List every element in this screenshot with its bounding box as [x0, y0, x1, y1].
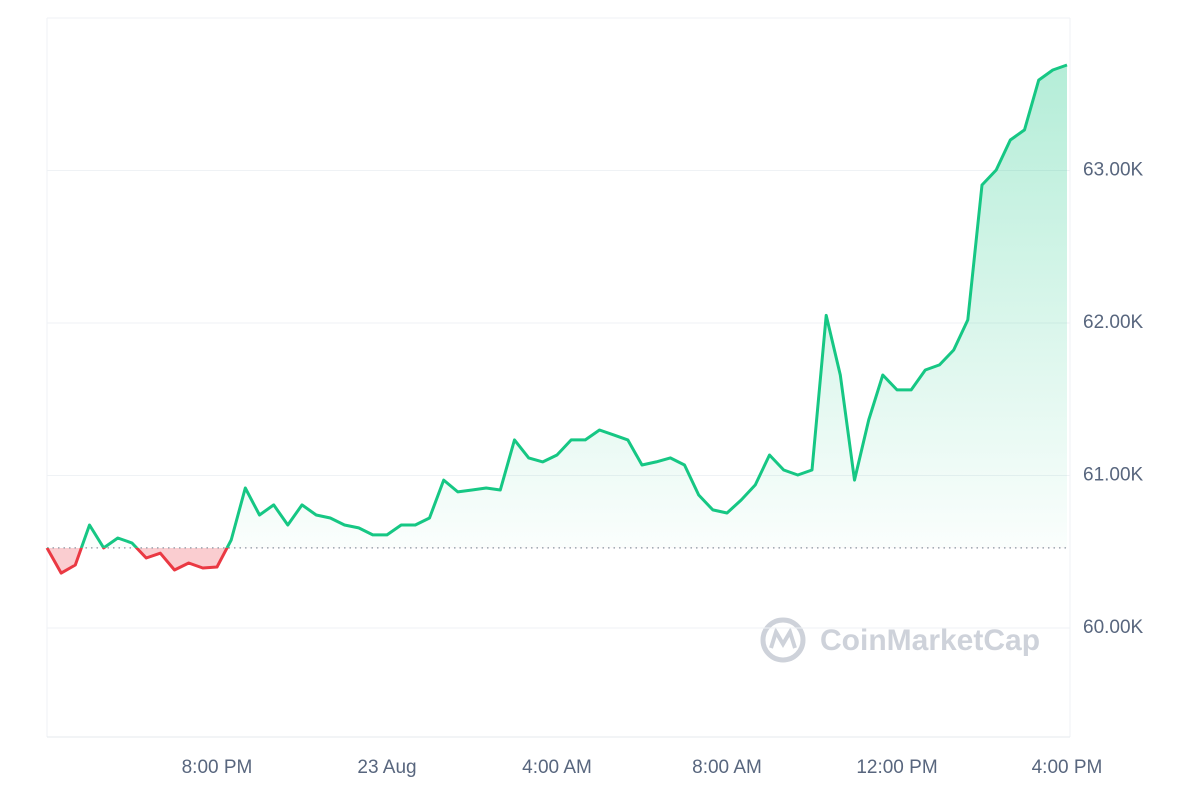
- y-tick-label: 61.00K: [1083, 464, 1144, 485]
- x-tick-label: 23 Aug: [357, 757, 416, 778]
- x-tick-label: 4:00 AM: [522, 757, 592, 778]
- area-down: [47, 547, 1067, 574]
- x-tick-label: 4:00 PM: [1032, 757, 1103, 778]
- price-line-up: [46, 63, 1068, 548]
- y-tick-label: 62.00K: [1083, 312, 1144, 333]
- x-tick-label: 8:00 AM: [692, 757, 762, 778]
- x-tick-label: 12:00 PM: [856, 757, 937, 778]
- area-up: [47, 65, 1067, 548]
- watermark-text: CoinMarketCap: [820, 624, 1040, 657]
- y-tick-label: 60.00K: [1083, 617, 1144, 638]
- x-tick-label: 8:00 PM: [182, 757, 253, 778]
- y-tick-label: 63.00K: [1083, 160, 1144, 181]
- price-line-down: [45, 547, 229, 575]
- watermark: CoinMarketCap: [760, 617, 1040, 663]
